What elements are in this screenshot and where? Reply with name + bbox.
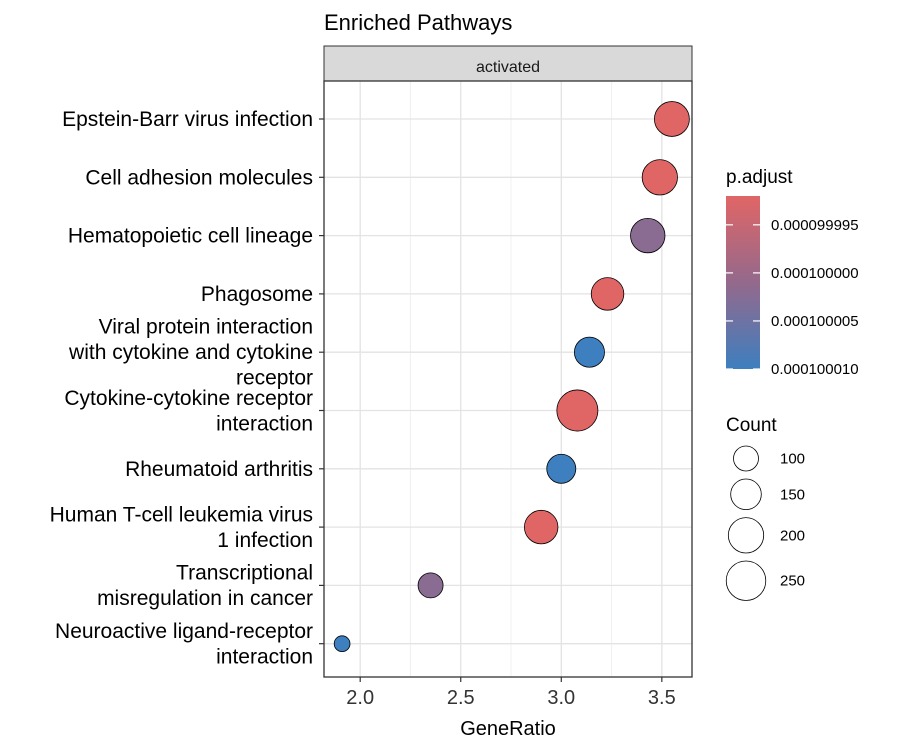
x-tick-label: 3.0 — [547, 687, 575, 709]
color-legend-label: 0.000099995 — [771, 217, 859, 234]
data-point — [556, 389, 599, 432]
y-tick-label: Rheumatoid arthritis — [125, 458, 313, 481]
x-tick-label: 3.5 — [648, 687, 676, 709]
panel-border — [323, 80, 693, 678]
y-tick-label: Cytokine-cytokine receptor — [64, 387, 313, 410]
size-legend-label: 100 — [780, 451, 805, 468]
color-legend: p.adjust 0.000099995 0.000100000 0.0001000… — [726, 167, 859, 378]
x-axis: 2.0 2.5 3.0 3.5 — [346, 677, 676, 709]
color-legend-title: p.adjust — [726, 167, 793, 188]
x-axis-title: GeneRatio — [460, 718, 556, 740]
color-legend-bar — [726, 196, 760, 369]
y-tick-label: misregulation in cancer — [97, 587, 313, 610]
size-legend-label: 150 — [780, 486, 805, 503]
size-legend-key — [725, 560, 767, 601]
y-tick-label: Cell adhesion molecules — [85, 166, 313, 189]
y-tick-label: Transcriptional — [176, 562, 313, 585]
data-point — [524, 509, 559, 545]
data-point — [590, 277, 625, 311]
y-tick-label: Neuroactive ligand-receptor — [55, 620, 313, 643]
data-point — [630, 217, 666, 254]
size-legend-title: Count — [726, 415, 777, 436]
y-tick-label: receptor — [236, 367, 313, 390]
y-tick-label: interaction — [216, 645, 313, 668]
data-point — [654, 101, 690, 137]
color-legend-label: 0.000100000 — [771, 265, 859, 282]
data-point — [641, 159, 678, 196]
y-tick-label: Human T-cell leukemia virus — [50, 503, 313, 526]
y-tick-label: Epstein-Barr virus infection — [62, 108, 313, 131]
grid-lines — [324, 81, 692, 677]
size-legend-key — [727, 517, 765, 554]
color-legend-label: 0.000100005 — [771, 313, 859, 330]
facet-label: activated — [476, 59, 540, 76]
y-tick-label: Phagosome — [201, 283, 313, 306]
data-points — [333, 101, 690, 653]
size-legend-key — [733, 445, 759, 472]
data-point — [417, 572, 444, 599]
color-legend-label: 0.000100010 — [771, 361, 859, 378]
data-point — [546, 453, 577, 484]
y-tick-label: with cytokine and cytokine — [68, 341, 313, 364]
y-tick-label: Hematopoietic cell lineage — [68, 225, 313, 248]
y-tick-label: Viral protein interaction — [99, 316, 313, 339]
chart-title: Enriched Pathways — [324, 10, 512, 35]
plot-panel — [324, 81, 692, 677]
y-tick-label: interaction — [216, 412, 313, 435]
y-axis: Epstein-Barr virus infection Cell adhesio… — [50, 108, 324, 668]
x-tick-label: 2.5 — [447, 687, 475, 709]
size-legend: Count 100 150 200 250 — [725, 415, 805, 601]
size-legend-key — [730, 478, 762, 511]
size-legend-label: 200 — [780, 527, 805, 544]
facet-strip — [323, 45, 693, 82]
y-tick-label: 1 infection — [217, 529, 313, 552]
data-point — [573, 336, 605, 368]
size-legend-label: 250 — [780, 573, 805, 590]
data-point — [333, 635, 351, 653]
x-tick-label: 2.0 — [346, 687, 374, 709]
